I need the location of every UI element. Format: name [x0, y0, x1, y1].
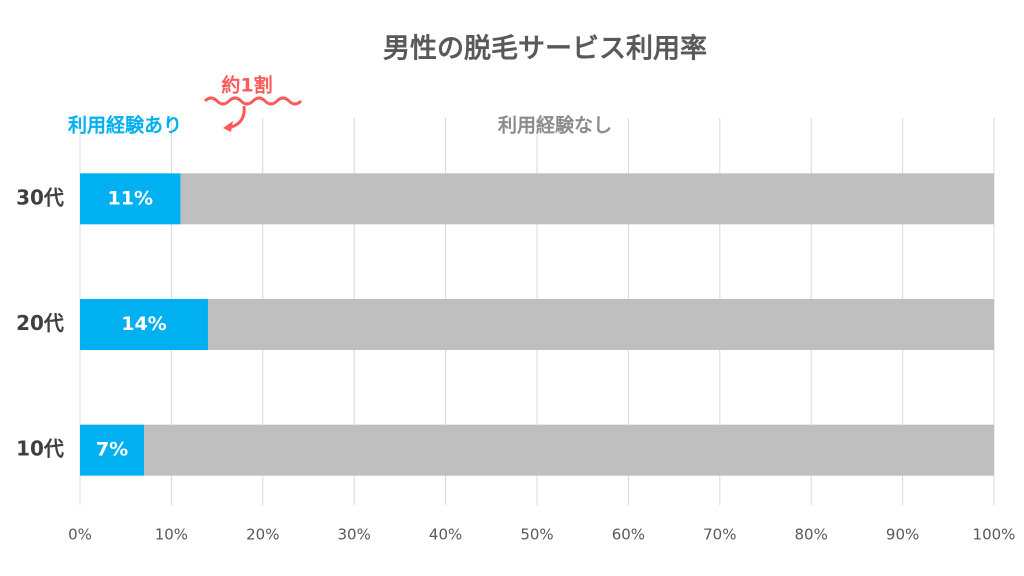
x-tick-label: 40% — [429, 526, 462, 544]
legend-label: 利用経験あり — [68, 114, 182, 137]
x-tick-label: 80% — [795, 526, 828, 544]
x-tick-label: 20% — [246, 526, 279, 544]
bar — [143, 424, 995, 476]
y-tick-label: 10代 — [16, 437, 64, 461]
bar — [207, 299, 994, 350]
legend-label: 利用経験なし — [498, 114, 612, 137]
x-tick-label: 70% — [703, 526, 736, 544]
y-tick-label: 20代 — [16, 311, 64, 335]
value-label: 14% — [121, 313, 166, 335]
value-label: 7% — [96, 439, 128, 461]
x-tick-label: 50% — [520, 526, 553, 544]
x-tick-label: 10% — [155, 526, 188, 544]
arrow-head — [223, 121, 233, 132]
bar — [80, 299, 208, 350]
x-tick-label: 0% — [68, 526, 92, 544]
wavy-underline — [203, 96, 303, 106]
value-label: 11% — [108, 187, 153, 209]
x-tick-label: 60% — [612, 526, 645, 544]
x-tick-label: 30% — [338, 526, 371, 544]
x-tick-label: 90% — [886, 526, 919, 544]
annotation: 約1割 — [221, 74, 272, 97]
x-tick-label: 100% — [973, 526, 1016, 544]
bar — [80, 424, 144, 476]
bar — [80, 173, 181, 225]
y-tick-label: 30代 — [16, 185, 64, 209]
chart-title: 男性の脱毛サービス利用率 — [383, 33, 707, 65]
bar — [180, 173, 995, 225]
